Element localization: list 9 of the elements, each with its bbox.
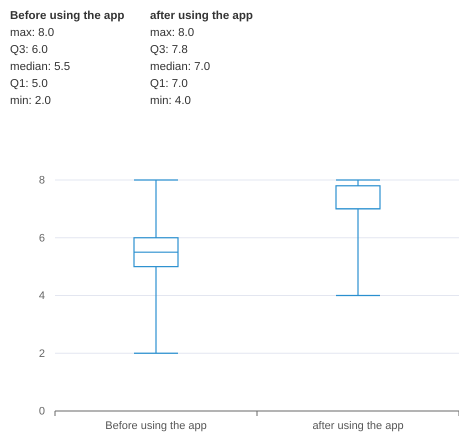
y-tick-label: 6 bbox=[38, 232, 45, 244]
text: Before using the app max: 8.0 Q3: 6.0 median: 5.5 Q1: 5.0 min: 2.0 bbox=[10, 10, 124, 107]
y-tick-label: 0 bbox=[38, 406, 45, 418]
text: after using the app max: 8.0 Q3: 7.8 median: 7.0 Q1: 7.0 min: 4.0 bbox=[150, 10, 253, 107]
y-tick-label: 2 bbox=[38, 348, 45, 360]
y-tick-label: 4 bbox=[38, 290, 45, 302]
x-tick-label: Before using the app bbox=[105, 420, 207, 432]
y-tick-label: 8 bbox=[38, 174, 45, 187]
x-tick-label: after using the app bbox=[312, 420, 404, 432]
